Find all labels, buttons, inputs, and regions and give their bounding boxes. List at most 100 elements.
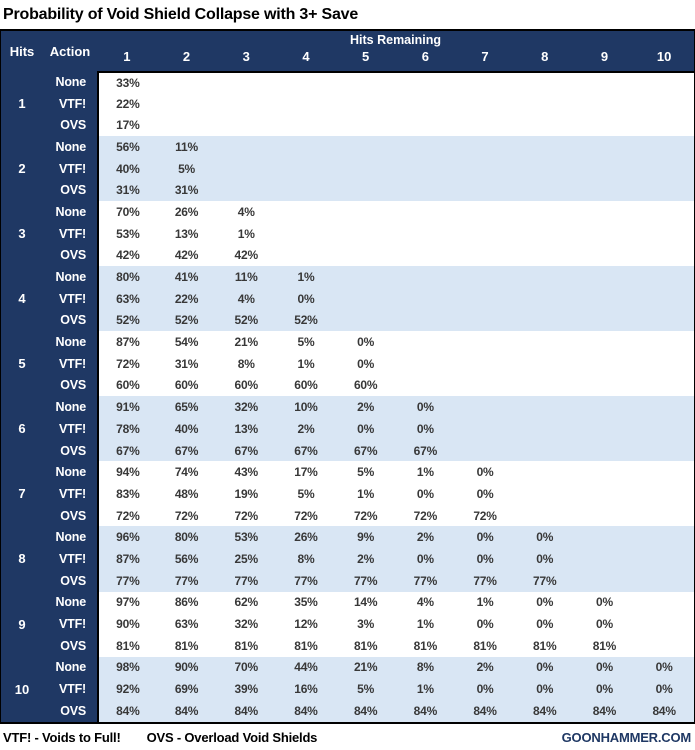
- value-cell: 52%: [156, 309, 217, 332]
- value-cell: 1%: [455, 591, 515, 614]
- value-cell: [514, 374, 575, 397]
- value-cell: [514, 179, 575, 202]
- value-cell: 2%: [335, 548, 396, 570]
- value-cell: 84%: [395, 699, 456, 722]
- value-cell: 77%: [514, 569, 575, 592]
- table-row: 4 VTF! 63% 22% 4% 0%: [1, 287, 694, 310]
- hits-cell: [1, 656, 43, 679]
- action-cell: None: [43, 71, 97, 93]
- value-cell: [395, 244, 456, 267]
- value-cell: 11%: [156, 136, 217, 158]
- value-cell: [574, 309, 635, 332]
- value-cell: 2%: [276, 418, 336, 440]
- value-cell: 0%: [514, 613, 575, 635]
- table-row: OVS 77% 77% 77% 77% 77% 77% 77% 77%: [1, 569, 694, 592]
- value-cell: [455, 352, 515, 375]
- value-cell: 60%: [156, 374, 217, 397]
- table-row: OVS 84% 84% 84% 84% 84% 84% 84% 84% 84% 84%: [1, 699, 694, 722]
- hits-column-header: Hits: [9, 43, 35, 59]
- hits-cell: [1, 136, 43, 158]
- value-cell: [276, 136, 336, 158]
- action-cell: VTF!: [43, 418, 97, 440]
- value-cell: 9%: [335, 526, 396, 549]
- value-cell: [634, 179, 694, 202]
- hits-cell: 8: [1, 548, 43, 570]
- value-cell: [514, 352, 575, 375]
- value-cell: [574, 461, 635, 484]
- value-cell: [276, 92, 336, 115]
- value-cell: 72%: [455, 504, 515, 527]
- value-cell: 86%: [156, 591, 217, 614]
- hits-cell: [1, 71, 43, 93]
- value-cell: 5%: [335, 461, 396, 484]
- action-cell: None: [43, 461, 97, 484]
- value-cell: [574, 548, 635, 570]
- value-cell: [156, 114, 217, 137]
- value-cell: 42%: [216, 244, 277, 267]
- table-row: 1 VTF! 22%: [1, 92, 694, 115]
- value-cell: 5%: [335, 678, 396, 700]
- value-cell: 25%: [216, 548, 277, 570]
- value-cell: 77%: [335, 569, 396, 592]
- table-row: None 94% 74% 43% 17% 5% 1% 0%: [1, 461, 694, 484]
- value-cell: 67%: [395, 439, 456, 462]
- value-cell: [574, 396, 635, 418]
- value-cell: [276, 71, 336, 93]
- footer: VTF! - Voids to Full! OVS - Overload Voi…: [0, 724, 695, 750]
- value-cell: 0%: [574, 613, 635, 635]
- hits-cell: 4: [1, 287, 43, 310]
- value-cell: 96%: [97, 526, 157, 549]
- value-cell: 2%: [335, 396, 396, 418]
- action-cell: None: [43, 266, 97, 288]
- value-cell: [455, 157, 515, 180]
- value-cell: 13%: [216, 418, 277, 440]
- value-cell: [634, 548, 694, 570]
- table-row: 8 VTF! 87% 56% 25% 8% 2% 0% 0% 0%: [1, 548, 694, 570]
- value-cell: 0%: [335, 331, 396, 353]
- value-cell: 80%: [97, 266, 157, 288]
- value-cell: 0%: [455, 613, 515, 635]
- value-cell: 53%: [216, 526, 277, 549]
- value-cell: [395, 136, 456, 158]
- action-cell: None: [43, 396, 97, 418]
- table-row: None 87% 54% 21% 5% 0%: [1, 331, 694, 353]
- value-cell: 81%: [395, 634, 456, 657]
- value-cell: [574, 114, 635, 137]
- value-cell: 54%: [156, 331, 217, 353]
- value-cell: [395, 266, 456, 288]
- legend-ovs: OVS - Overload Void Shields: [146, 729, 318, 745]
- value-cell: 81%: [216, 634, 277, 657]
- column-header-9: 9: [600, 49, 609, 64]
- value-cell: 26%: [276, 526, 336, 549]
- value-cell: 74%: [156, 461, 217, 484]
- value-cell: 72%: [395, 504, 456, 527]
- value-cell: 84%: [276, 699, 336, 722]
- title-bar: Probability of Void Shield Collapse with…: [0, 0, 695, 29]
- value-cell: 81%: [97, 634, 157, 657]
- value-cell: [514, 92, 575, 115]
- value-cell: 0%: [455, 461, 515, 484]
- value-cell: 81%: [455, 634, 515, 657]
- value-cell: [574, 201, 635, 223]
- value-cell: [216, 92, 277, 115]
- action-cell: None: [43, 656, 97, 679]
- value-cell: 81%: [574, 634, 635, 657]
- action-cell: OVS: [43, 504, 97, 527]
- hits-cell: [1, 201, 43, 223]
- value-cell: 1%: [216, 222, 277, 245]
- table-body: None 33% 1 VTF! 22% OVS 17% None 56% 11% 2 VTF! 40% 5…: [1, 71, 694, 722]
- value-cell: [276, 244, 336, 267]
- value-cell: [514, 201, 575, 223]
- value-cell: 8%: [395, 656, 456, 679]
- value-cell: 17%: [97, 114, 157, 137]
- value-cell: [634, 439, 694, 462]
- value-cell: 22%: [97, 92, 157, 115]
- value-cell: [455, 222, 515, 245]
- value-cell: 1%: [395, 678, 456, 700]
- value-cell: [574, 92, 635, 115]
- value-cell: [395, 201, 456, 223]
- value-cell: 60%: [276, 374, 336, 397]
- value-cell: 81%: [156, 634, 217, 657]
- value-cell: 40%: [156, 418, 217, 440]
